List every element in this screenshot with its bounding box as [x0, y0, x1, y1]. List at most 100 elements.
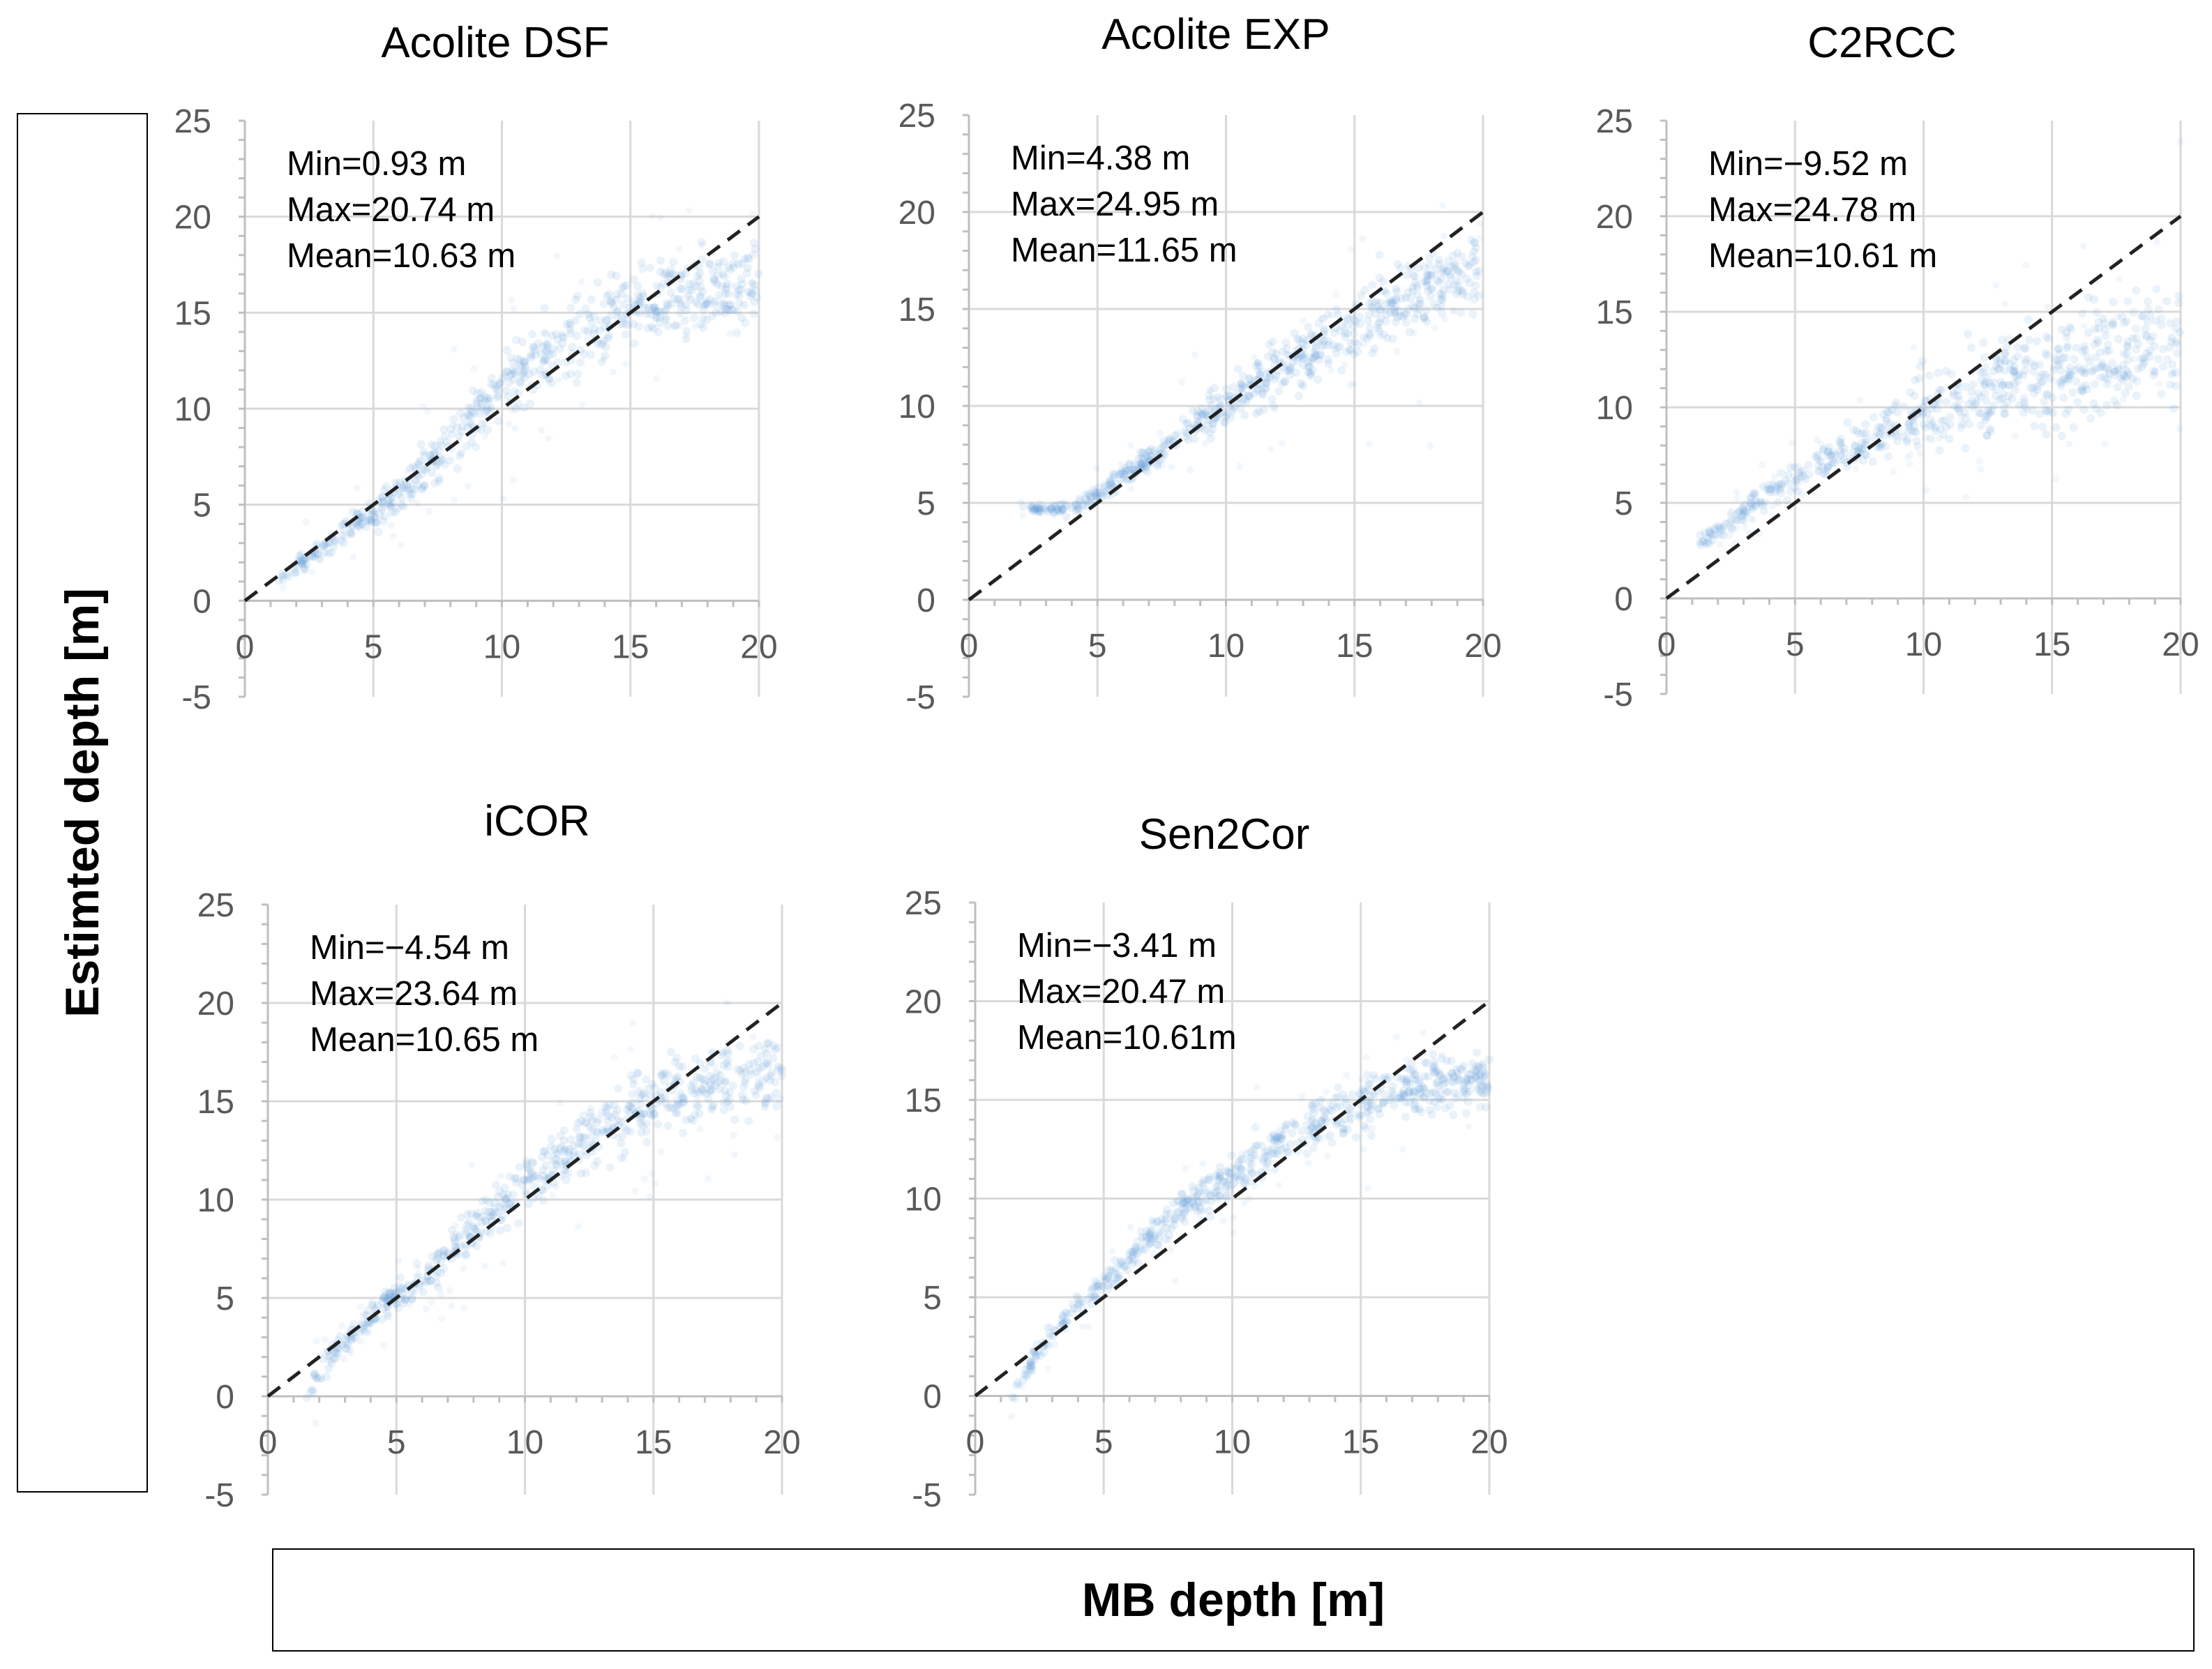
data-point — [1388, 334, 1397, 343]
data-point — [451, 1230, 459, 1238]
data-point — [746, 289, 755, 298]
data-point — [1360, 1145, 1367, 1153]
data-point — [772, 1102, 781, 1111]
data-point — [1707, 526, 1715, 534]
data-point — [750, 298, 758, 306]
data-point — [414, 1265, 422, 1272]
data-point — [580, 326, 589, 335]
data-point — [1438, 293, 1447, 302]
data-point — [1208, 425, 1217, 434]
data-point — [1473, 1048, 1482, 1057]
data-point — [481, 420, 488, 428]
data-point — [1883, 452, 1893, 461]
data-point — [1368, 349, 1377, 358]
data-point — [575, 1223, 582, 1230]
data-point — [555, 376, 562, 384]
data-point — [366, 515, 374, 523]
data-point — [467, 420, 476, 429]
data-point — [1400, 310, 1409, 319]
data-point — [1194, 1197, 1203, 1206]
data-point — [308, 568, 316, 575]
data-point — [1472, 271, 1481, 280]
data-point — [1312, 352, 1321, 360]
data-point — [2069, 423, 2078, 432]
data-point — [372, 518, 381, 527]
data-point — [2132, 391, 2141, 400]
data-point — [642, 1138, 652, 1147]
data-point — [699, 305, 708, 314]
data-point — [451, 1221, 459, 1229]
data-point — [2021, 402, 2029, 411]
data-point — [732, 328, 742, 338]
data-point — [547, 379, 556, 388]
data-point — [1048, 507, 1058, 516]
data-point — [389, 532, 397, 540]
data-point — [1364, 299, 1374, 308]
data-point — [622, 1126, 631, 1135]
data-point — [592, 1127, 601, 1136]
data-point — [363, 509, 373, 518]
data-point — [1469, 247, 1478, 256]
data-point — [1392, 296, 1401, 305]
data-point — [750, 281, 759, 290]
data-point — [615, 1134, 622, 1142]
data-point — [470, 409, 479, 418]
data-point — [1397, 1089, 1406, 1098]
data-point — [650, 303, 659, 312]
data-point — [1420, 1029, 1427, 1036]
data-point — [607, 270, 616, 279]
data-point — [541, 1161, 550, 1170]
data-point — [1138, 448, 1147, 458]
data-point — [654, 308, 663, 317]
data-point — [1439, 266, 1448, 275]
data-point — [1034, 504, 1043, 513]
data-point — [378, 492, 387, 501]
data-point — [347, 1350, 354, 1357]
data-point — [1422, 281, 1431, 290]
data-point — [718, 270, 728, 278]
data-point — [1076, 497, 1085, 506]
data-point — [1194, 411, 1202, 421]
data-point — [746, 292, 755, 301]
data-point — [1453, 248, 1462, 257]
data-point — [483, 425, 492, 435]
data-point — [721, 285, 730, 294]
data-point — [705, 295, 714, 303]
data-point — [1182, 432, 1191, 441]
data-point — [1251, 1154, 1258, 1161]
data-point — [462, 1221, 472, 1230]
data-point — [462, 442, 472, 451]
data-point — [1091, 1276, 1100, 1285]
data-point — [1365, 329, 1374, 338]
data-point — [1381, 317, 1390, 326]
data-point — [1408, 1087, 1417, 1096]
data-point — [510, 305, 518, 312]
data-point — [520, 356, 529, 365]
data-point — [278, 571, 287, 580]
data-point — [660, 306, 669, 315]
data-point — [635, 1094, 645, 1103]
data-point — [682, 305, 691, 315]
data-point — [696, 1125, 704, 1133]
data-point — [394, 490, 403, 499]
data-point — [506, 371, 515, 380]
data-point — [1120, 470, 1129, 479]
data-point — [493, 382, 502, 391]
data-point — [1401, 1112, 1410, 1122]
data-point — [539, 356, 548, 365]
data-point — [1992, 361, 2001, 370]
data-point — [589, 329, 598, 338]
data-point — [1962, 382, 1970, 391]
data-point — [1274, 356, 1284, 365]
data-point — [448, 1302, 456, 1310]
data-point — [558, 339, 567, 348]
data-point — [1410, 278, 1420, 287]
data-point — [663, 322, 672, 330]
data-point — [483, 405, 491, 414]
data-point — [668, 269, 677, 278]
data-point — [644, 303, 653, 312]
data-point — [1256, 370, 1264, 379]
data-point — [1062, 512, 1071, 521]
data-point — [1017, 498, 1025, 506]
